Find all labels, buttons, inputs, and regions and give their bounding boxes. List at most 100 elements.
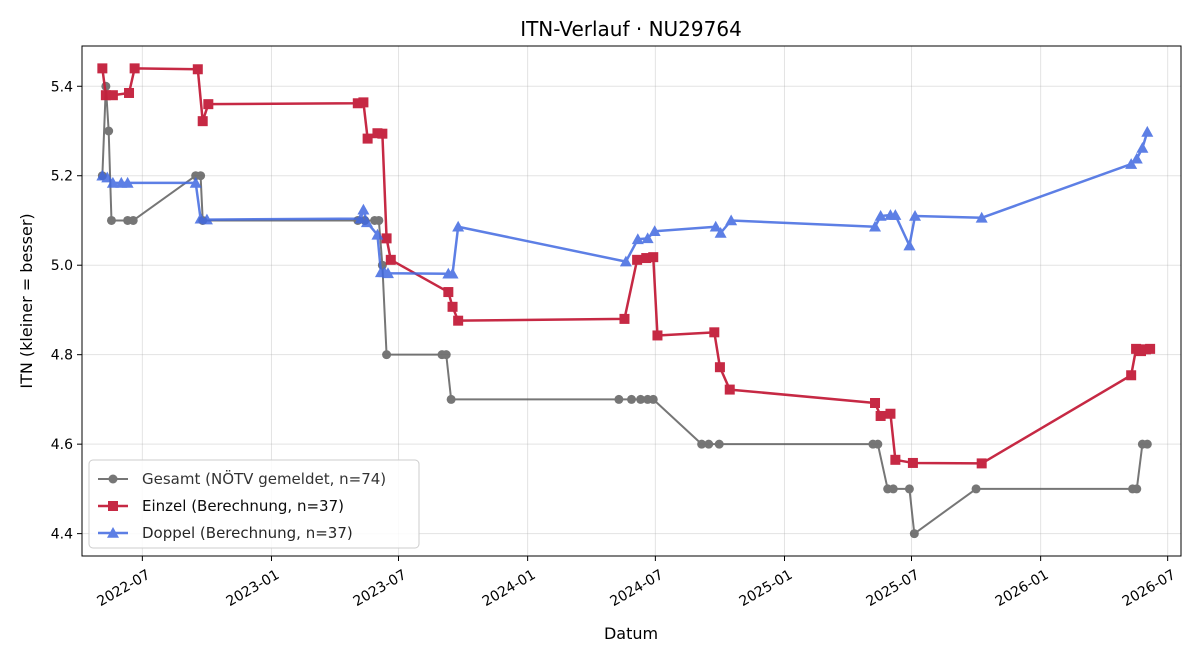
data-point-einzel	[632, 254, 643, 265]
y-tick-label: 4.6	[51, 437, 73, 453]
data-point-gesamt	[1132, 484, 1142, 494]
data-point-doppel	[357, 203, 370, 215]
data-point-einzel	[714, 362, 725, 373]
data-point-einzel	[385, 254, 396, 265]
data-point-einzel	[619, 313, 630, 324]
legend-marker-doppel	[107, 527, 119, 538]
data-point-einzel	[724, 384, 735, 395]
data-point-einzel	[352, 98, 363, 109]
y-tick-label: 5.2	[51, 169, 73, 185]
data-point-gesamt	[382, 350, 392, 360]
data-point-einzel	[203, 99, 214, 110]
data-point-doppel	[648, 225, 661, 237]
data-point-einzel	[377, 128, 388, 139]
data-point-doppel	[631, 233, 644, 245]
data-point-gesamt	[697, 439, 707, 449]
data-point-gesamt	[888, 484, 898, 494]
data-point-doppel	[200, 213, 213, 225]
y-tick-label: 4.4	[51, 527, 73, 543]
data-point-doppel	[889, 209, 902, 220]
data-point-einzel	[97, 63, 108, 74]
data-point-einzel	[648, 252, 659, 263]
series-layer	[96, 63, 1156, 539]
plot-frame	[81, 45, 1182, 557]
y-tick-label: 4.8	[51, 348, 73, 364]
data-point-doppel	[909, 210, 922, 221]
data-point-gesamt	[909, 529, 919, 539]
data-point-einzel	[447, 301, 458, 312]
legend-entry-einzel: Einzel (Berechnung, n=37)	[98, 497, 344, 515]
data-point-einzel	[453, 315, 464, 326]
legend-label-einzel: Einzel (Berechnung, n=37)	[142, 497, 344, 515]
data-point-doppel	[619, 255, 632, 267]
data-point-einzel	[1145, 343, 1156, 354]
legend-label-doppel: Doppel (Berechnung, n=37)	[142, 524, 353, 542]
y-axis-ticks: 4.4 4.6 4.8 5.0 5.2 5.4	[51, 79, 82, 543]
data-point-einzel	[100, 90, 111, 101]
data-point-gesamt	[374, 215, 384, 225]
data-point-gesamt	[128, 215, 138, 225]
legend: Gesamt (NÖTV gemeldet, n=74) Einzel (Bere…	[88, 459, 420, 549]
data-point-doppel	[1130, 152, 1143, 164]
data-point-gesamt	[627, 394, 636, 404]
series-doppel	[96, 125, 1154, 279]
data-point-einzel	[107, 90, 118, 101]
data-point-doppel	[446, 267, 459, 279]
data-point-doppel	[714, 227, 727, 238]
data-point-doppel	[1136, 142, 1149, 153]
legend-label-gesamt: Gesamt (NÖTV gemeldet, n=74)	[142, 469, 386, 488]
legend-frame	[88, 459, 420, 549]
y-tick-label: 5.4	[51, 79, 73, 95]
data-point-einzel	[1126, 370, 1137, 381]
data-point-gesamt	[971, 484, 981, 494]
data-point-doppel	[381, 267, 394, 279]
data-point-einzel	[875, 410, 886, 421]
data-point-doppel	[1141, 125, 1154, 137]
data-point-einzel	[443, 287, 454, 298]
data-point-einzel	[870, 398, 881, 408]
data-point-einzel	[885, 408, 896, 419]
data-point-doppel	[106, 176, 119, 188]
data-point-gesamt	[441, 350, 451, 360]
data-point-doppel	[874, 210, 887, 221]
data-point-einzel	[192, 64, 203, 75]
data-point-doppel	[709, 220, 722, 232]
data-point-doppel	[869, 220, 882, 232]
data-point-einzel	[907, 457, 918, 468]
grid-layer	[82, 46, 1181, 556]
legend-marker-einzel	[108, 501, 118, 511]
data-point-gesamt	[446, 394, 456, 404]
data-point-gesamt	[648, 394, 658, 404]
legend-entries: Gesamt (NÖTV gemeldet, n=74) Einzel (Bere…	[98, 469, 386, 542]
data-point-gesamt	[1142, 439, 1152, 449]
data-point-einzel	[641, 253, 652, 264]
data-point-doppel	[725, 214, 738, 226]
series-einzel	[97, 63, 1156, 469]
y-tick-label: 5.0	[51, 258, 73, 274]
data-point-einzel	[976, 458, 987, 469]
data-point-doppel	[975, 211, 988, 223]
data-point-doppel	[641, 232, 654, 244]
y-axis-label: ITN (kleiner = besser)	[17, 213, 36, 388]
data-point-einzel	[381, 233, 392, 244]
data-point-einzel	[197, 116, 208, 127]
data-point-doppel	[360, 216, 373, 228]
data-point-einzel	[124, 87, 135, 98]
data-point-einzel	[129, 63, 140, 74]
data-point-doppel	[371, 228, 384, 240]
data-point-gesamt	[904, 484, 914, 494]
data-point-gesamt	[106, 215, 116, 225]
data-point-gesamt	[704, 439, 714, 449]
data-point-doppel	[903, 239, 916, 251]
data-point-einzel	[362, 133, 373, 144]
data-point-doppel	[121, 176, 134, 188]
data-point-einzel	[358, 97, 369, 108]
legend-entry-doppel: Doppel (Berechnung, n=37)	[98, 524, 353, 542]
data-point-gesamt	[104, 126, 114, 136]
data-point-einzel	[890, 454, 901, 465]
data-point-gesamt	[196, 171, 206, 181]
data-point-einzel	[709, 327, 720, 338]
data-point-gesamt	[614, 394, 624, 404]
